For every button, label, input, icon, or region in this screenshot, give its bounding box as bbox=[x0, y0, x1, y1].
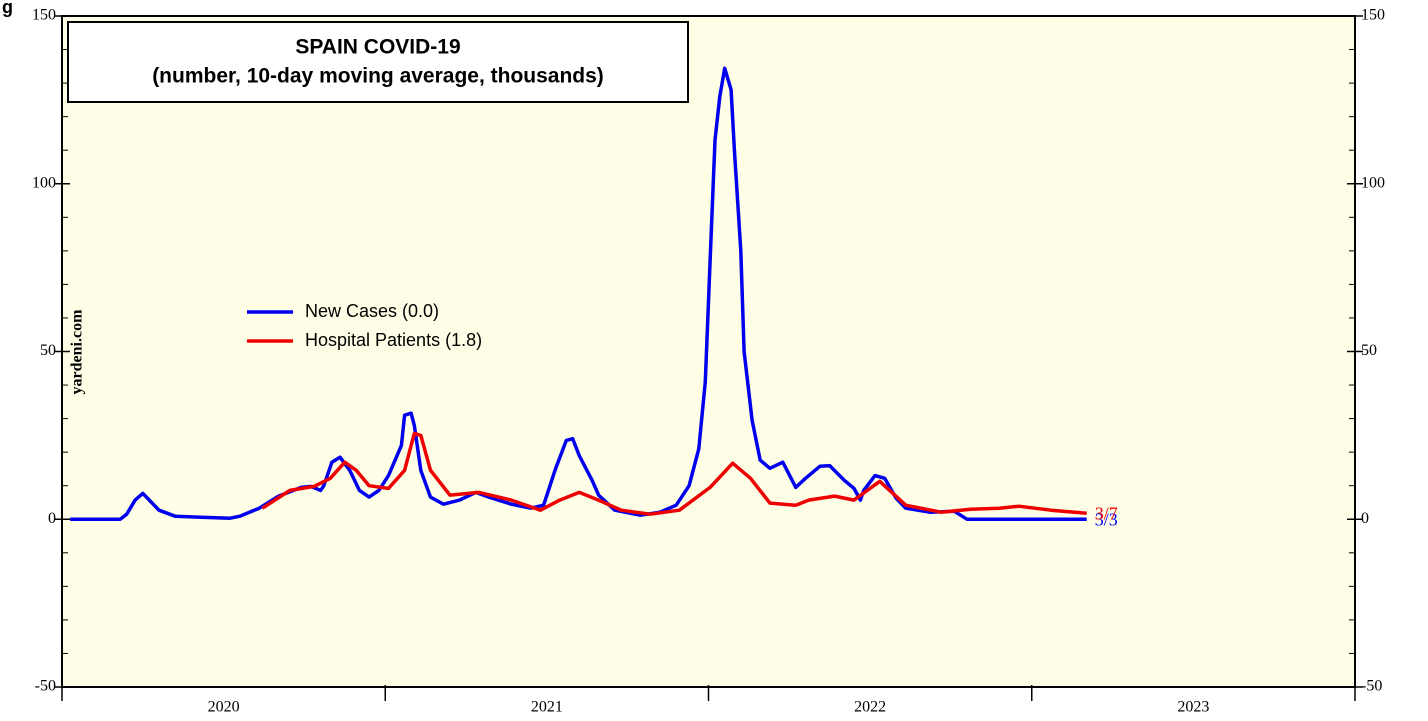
chart-subtitle: (number, 10-day moving average, thousand… bbox=[152, 65, 604, 88]
x-tick-label: 2022 bbox=[854, 699, 886, 716]
y-tick-label: 50 bbox=[40, 342, 56, 359]
y-tick-label: 150 bbox=[32, 7, 56, 24]
x-tick-label: 2023 bbox=[1177, 699, 1209, 716]
watermark: yardeni.com bbox=[69, 309, 86, 395]
x-tick-label: 2020 bbox=[208, 699, 240, 716]
y-tick-label-right: -50 bbox=[1361, 678, 1382, 695]
y-tick-label-right: 100 bbox=[1361, 174, 1385, 191]
y-tick-label: -50 bbox=[35, 678, 56, 695]
title-box bbox=[67, 21, 689, 103]
legend-label: Hospital Patients (1.8) bbox=[305, 330, 482, 350]
legend-label: New Cases (0.0) bbox=[305, 301, 439, 321]
y-tick-label: 0 bbox=[48, 510, 56, 527]
y-tick-label-right: 150 bbox=[1361, 7, 1385, 24]
end-label: 3/7 bbox=[1095, 503, 1118, 523]
chart-title: SPAIN COVID-19 bbox=[295, 36, 460, 59]
x-tick-label: 2021 bbox=[531, 699, 563, 716]
y-tick-label: 100 bbox=[32, 174, 56, 191]
y-tick-label-right: 50 bbox=[1361, 342, 1377, 359]
series-line bbox=[261, 431, 1087, 516]
corner-text: g bbox=[2, 0, 13, 17]
y-tick-label-right: 0 bbox=[1361, 510, 1369, 527]
plot-area bbox=[61, 15, 1356, 688]
end-label: 3/3 bbox=[1095, 509, 1118, 529]
